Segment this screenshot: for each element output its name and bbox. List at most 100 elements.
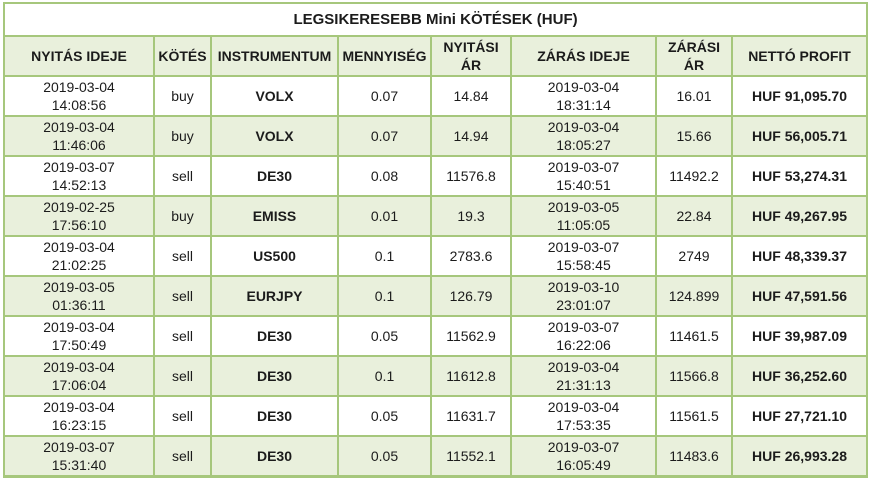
- open-date: 2019-03-04: [43, 359, 115, 375]
- cell-net-profit: HUF 48,339.37: [730, 235, 869, 277]
- close-date: 2019-03-04: [547, 119, 620, 135]
- cell-close-time: 2019-03-07 15:40:51: [510, 155, 657, 197]
- cell-close-price: 124.899: [655, 275, 733, 317]
- cell-open-time: 2019-03-07 15:31:40: [3, 435, 155, 478]
- table-row: 2019-03-04 21:02:25 sell US500 0.1 2783.…: [3, 235, 869, 277]
- cell-instrument: VOLX: [210, 115, 339, 157]
- cell-quantity: 0.07: [337, 75, 432, 117]
- open-date: 2019-02-25: [43, 199, 115, 215]
- open-date: 2019-03-05: [43, 279, 115, 295]
- cell-quantity: 0.1: [337, 355, 432, 397]
- cell-open-price: 11562.9: [430, 315, 512, 357]
- table-row: 2019-03-07 15:31:40 sell DE30 0.05 11552…: [3, 435, 869, 478]
- cell-open-time: 2019-03-05 01:36:11: [3, 275, 155, 317]
- cell-net-profit: HUF 27,721.10: [730, 395, 869, 437]
- close-clock: 18:31:14: [556, 97, 611, 113]
- cell-side: sell: [153, 275, 212, 317]
- close-date: 2019-03-07: [547, 159, 620, 175]
- open-clock: 15:31:40: [51, 457, 107, 473]
- open-date: 2019-03-04: [43, 399, 115, 415]
- close-date: 2019-03-04: [547, 79, 620, 95]
- open-date: 2019-03-04: [43, 319, 115, 335]
- trades-table: LEGSIKERESEBB Mini KÖTÉSEK (HUF) NYITÁS …: [2, 2, 869, 478]
- cell-close-time: 2019-03-07 16:22:06: [510, 315, 657, 357]
- cell-side: sell: [153, 315, 212, 357]
- cell-close-price: 16.01: [655, 75, 733, 117]
- cell-open-price: 11576.8: [430, 155, 512, 197]
- cell-close-time: 2019-03-07 15:58:45: [510, 235, 657, 277]
- close-clock: 21:31:13: [556, 377, 611, 393]
- close-date: 2019-03-05: [547, 199, 620, 215]
- close-date: 2019-03-04: [547, 359, 620, 375]
- cell-instrument: DE30: [210, 155, 339, 197]
- open-date: 2019-03-04: [43, 119, 115, 135]
- open-clock: 21:02:25: [51, 257, 107, 273]
- open-clock: 14:08:56: [51, 97, 107, 113]
- cell-close-time: 2019-03-04 18:31:14: [510, 75, 657, 117]
- cell-close-time: 2019-03-04 21:31:13: [510, 355, 657, 397]
- cell-close-price: 11492.2: [655, 155, 733, 197]
- cell-open-price: 19.3: [430, 195, 512, 237]
- cell-close-time: 2019-03-10 23:01:07: [510, 275, 657, 317]
- open-date: 2019-03-07: [43, 439, 115, 455]
- cell-net-profit: HUF 47,591.56: [730, 275, 869, 317]
- open-date: 2019-03-04: [43, 79, 115, 95]
- cell-side: sell: [153, 435, 212, 478]
- header-net-profit: NETTÓ PROFIT: [730, 35, 869, 77]
- cell-quantity: 0.07: [337, 115, 432, 157]
- cell-open-time: 2019-03-04 17:06:04: [3, 355, 155, 397]
- cell-open-time: 2019-02-25 17:56:10: [3, 195, 155, 237]
- cell-open-price: 11631.7: [430, 395, 512, 437]
- close-clock: 15:40:51: [556, 177, 611, 193]
- open-clock: 14:52:13: [51, 177, 107, 193]
- table-title-row: LEGSIKERESEBB Mini KÖTÉSEK (HUF): [2, 2, 869, 37]
- cell-close-time: 2019-03-05 11:05:05: [510, 195, 657, 237]
- cell-net-profit: HUF 49,267.95: [730, 195, 869, 237]
- cell-net-profit: HUF 56,005.71: [730, 115, 869, 157]
- close-clock: 17:53:35: [556, 417, 611, 433]
- header-quantity: MENNYISÉG: [337, 35, 432, 77]
- cell-side: sell: [153, 155, 212, 197]
- close-date: 2019-03-07: [547, 319, 620, 335]
- cell-open-price: 11612.8: [430, 355, 512, 397]
- cell-instrument: EMISS: [210, 195, 339, 237]
- cell-open-price: 2783.6: [430, 235, 512, 277]
- close-clock: 18:05:27: [556, 137, 611, 153]
- close-date: 2019-03-07: [547, 439, 620, 455]
- cell-quantity: 0.1: [337, 275, 432, 317]
- close-date: 2019-03-07: [547, 239, 620, 255]
- cell-instrument: DE30: [210, 435, 339, 478]
- table-row: 2019-03-04 17:50:49 sell DE30 0.05 11562…: [3, 315, 869, 357]
- cell-open-price: 14.94: [430, 115, 512, 157]
- cell-net-profit: HUF 26,993.28: [730, 435, 869, 478]
- table-row: 2019-03-05 01:36:11 sell EURJPY 0.1 126.…: [3, 275, 869, 317]
- cell-net-profit: HUF 91,095.70: [730, 75, 869, 117]
- cell-close-price: 22.84: [655, 195, 733, 237]
- close-clock: 16:05:49: [556, 457, 611, 473]
- cell-side: buy: [153, 115, 212, 157]
- cell-side: sell: [153, 395, 212, 437]
- open-clock: 11:46:06: [52, 137, 106, 153]
- cell-close-price: 2749: [655, 235, 733, 277]
- header-open-price: NYITÁSI ÁR: [430, 35, 512, 77]
- cell-net-profit: HUF 39,987.09: [730, 315, 869, 357]
- cell-instrument: EURJPY: [210, 275, 339, 317]
- cell-close-price: 15.66: [655, 115, 733, 157]
- close-clock: 11:05:05: [556, 217, 611, 233]
- cell-open-price: 14.84: [430, 75, 512, 117]
- table-header-row: NYITÁS IDEJE KÖTÉS INSTRUMENTUM MENNYISÉ…: [3, 35, 869, 77]
- cell-side: buy: [153, 75, 212, 117]
- cell-quantity: 0.1: [337, 235, 432, 277]
- cell-open-price: 11552.1: [430, 435, 512, 478]
- close-clock: 16:22:06: [556, 337, 611, 353]
- table-title: LEGSIKERESEBB Mini KÖTÉSEK (HUF): [2, 2, 869, 37]
- table-row: 2019-03-07 14:52:13 sell DE30 0.08 11576…: [3, 155, 869, 197]
- cell-net-profit: HUF 53,274.31: [730, 155, 869, 197]
- cell-close-price: 11566.8: [655, 355, 733, 397]
- cell-open-time: 2019-03-04 16:23:15: [3, 395, 155, 437]
- header-open-time: NYITÁS IDEJE: [3, 35, 155, 77]
- cell-side: sell: [153, 355, 212, 397]
- header-close-time: ZÁRÁS IDEJE: [510, 35, 657, 77]
- cell-close-time: 2019-03-04 17:53:35: [510, 395, 657, 437]
